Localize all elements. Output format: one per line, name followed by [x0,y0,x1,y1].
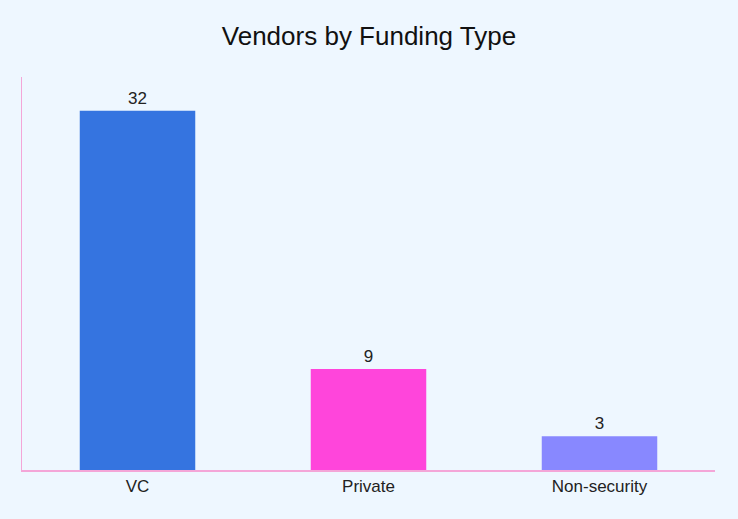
svg-text:32: 32 [128,89,147,108]
svg-text:Private: Private [342,477,395,496]
svg-text:9: 9 [364,347,373,366]
svg-text:Vendors by Funding Type: Vendors by Funding Type [222,21,516,51]
svg-text:Non-security: Non-security [552,477,648,496]
svg-text:VC: VC [126,477,150,496]
svg-text:3: 3 [595,414,604,433]
